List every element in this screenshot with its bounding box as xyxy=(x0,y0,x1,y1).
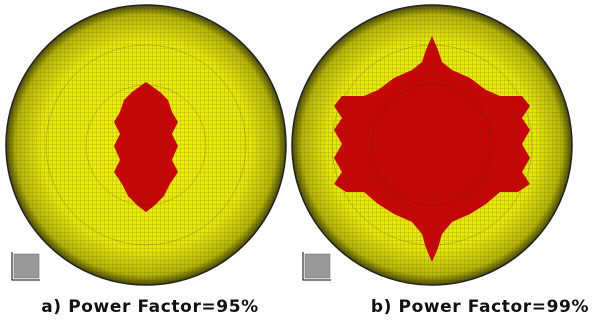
mesh-sphere-a xyxy=(6,5,287,286)
caption: a) Power Factor=95% xyxy=(41,297,259,317)
figure: a) Power Factor=95% b) Power Factor=99% xyxy=(0,0,599,325)
mesh-sphere-b xyxy=(292,5,573,286)
caption: b) Power Factor=99% xyxy=(371,297,589,317)
